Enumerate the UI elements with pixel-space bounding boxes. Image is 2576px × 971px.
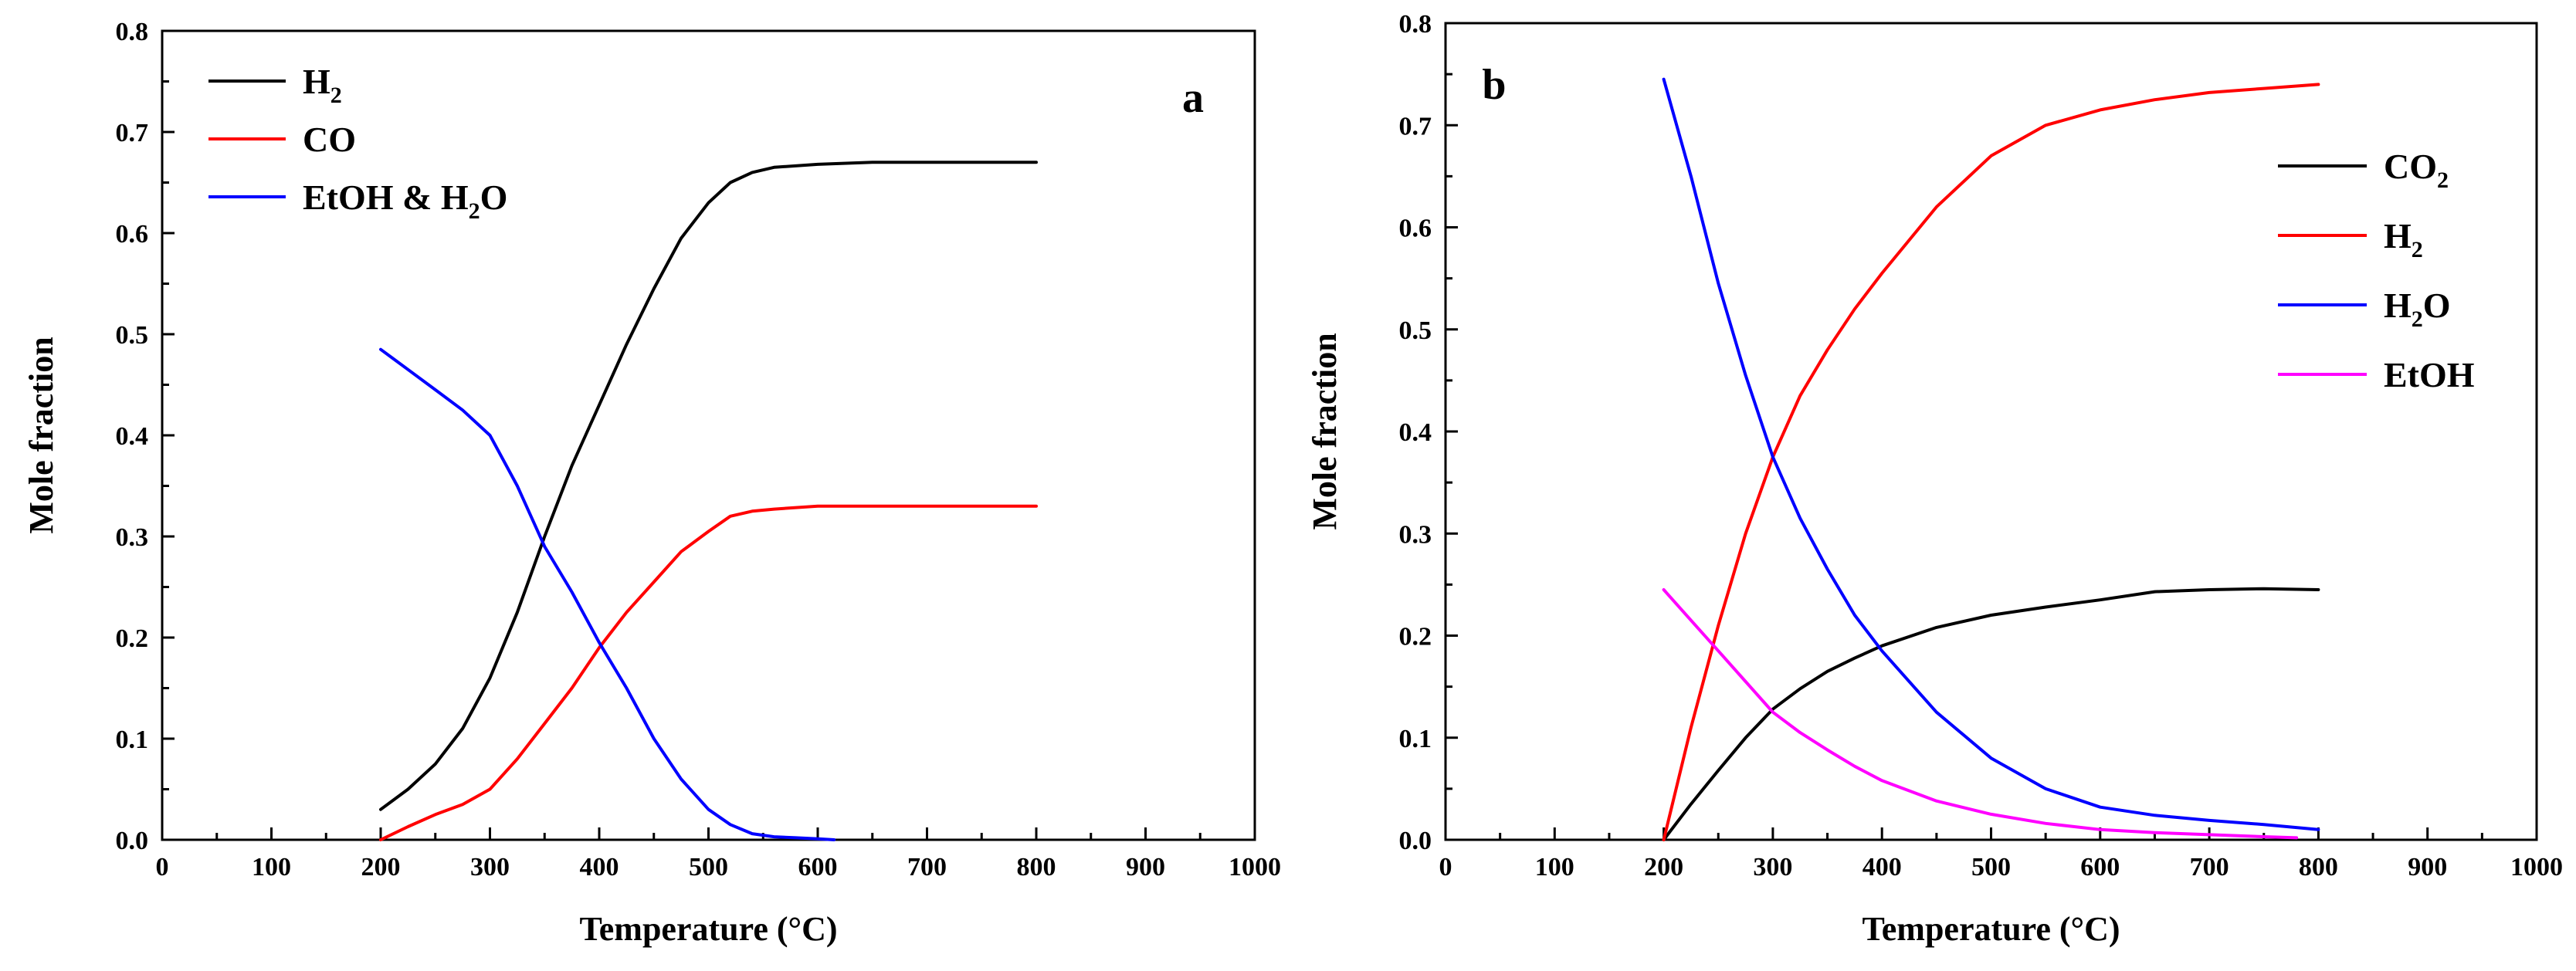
y-axis-label: Mole fraction — [22, 337, 60, 533]
series-line-etoh-h2o — [379, 347, 836, 841]
legend: CO2 H2 H2O EtOH — [2278, 147, 2475, 394]
y-tick-label: 0.6 — [1399, 215, 1432, 243]
x-tick-label: 400 — [1863, 853, 1902, 881]
series-line-co2 — [1662, 587, 2320, 841]
y-tick-label: 0.8 — [116, 18, 149, 46]
legend-label: CO2 — [2384, 147, 2449, 193]
panel-a: 0 100 200 300 400 500 600 700 800 900 1000 0.0 0.1 0.… — [22, 18, 1281, 948]
x-tick-label: 500 — [689, 853, 728, 881]
legend-label: H2 — [303, 62, 342, 108]
y-tick-label: 0.1 — [116, 726, 149, 754]
x-tick-label: 200 — [361, 853, 401, 881]
y-tick-label: 0.4 — [1399, 418, 1432, 447]
panel-tag: a — [1182, 74, 1204, 122]
plot-frame — [1444, 22, 2538, 841]
y-tick-label: 0.3 — [116, 523, 149, 552]
x-tick-label: 700 — [2190, 853, 2229, 881]
series-line-h2 — [1662, 83, 2320, 841]
x-tick-label: 400 — [580, 853, 619, 881]
legend-label: H2 — [2384, 216, 2423, 262]
y-tick-label: 0.4 — [116, 422, 149, 451]
y-tick-label: 0.5 — [1399, 316, 1432, 345]
x-tick-label: 0 — [156, 853, 169, 881]
y-tick-label: 0.7 — [116, 119, 149, 147]
x-tick-label: 500 — [1971, 853, 2011, 881]
x-tick-label: 800 — [2299, 853, 2338, 881]
x-tick-label: 900 — [2408, 853, 2447, 881]
y-tick-label: 0.0 — [1399, 827, 1432, 855]
legend-label: EtOH — [2384, 355, 2475, 394]
x-tick-label: 900 — [1126, 853, 1165, 881]
x-tick-label: 600 — [798, 853, 838, 881]
y-tick-label: 0.8 — [1399, 10, 1432, 39]
x-tick-label: 300 — [1753, 853, 1792, 881]
series-line-etoh — [1662, 588, 2299, 840]
y-tick-label: 0.2 — [1399, 623, 1432, 651]
x-axis-label: Temperature (°C) — [579, 910, 837, 948]
series-line-h2 — [379, 161, 1038, 811]
legend-label: H2O — [2384, 286, 2451, 332]
x-axis-label: Temperature (°C) — [1862, 910, 2120, 948]
x-tick-label: 0 — [1439, 853, 1452, 881]
series-line-co — [379, 504, 1038, 841]
y-tick-label: 0.5 — [116, 321, 149, 350]
x-tick-label: 100 — [252, 853, 291, 881]
series-line-h2o — [1662, 77, 2320, 831]
x-tick-label: 200 — [1644, 853, 1683, 881]
y-tick-label: 0.6 — [116, 220, 149, 249]
x-tick-label: 300 — [470, 853, 510, 881]
panel-tag: b — [1482, 61, 1506, 109]
x-tick-label: 800 — [1017, 853, 1056, 881]
x-tick-label: 1000 — [2510, 853, 2563, 881]
x-tick-label: 1000 — [1229, 853, 1281, 881]
legend-label: CO — [303, 120, 356, 159]
x-tick-label: 700 — [907, 853, 947, 881]
y-tick-label: 0.1 — [1399, 725, 1432, 753]
panel-b: 0 100 200 300 400 500 600 700 800 900 1000 0.0 0.1 0.… — [1306, 10, 2563, 948]
y-tick-label: 0.7 — [1399, 112, 1432, 140]
legend-label: EtOH & H2O — [303, 178, 507, 224]
y-axis-label: Mole fraction — [1306, 333, 1344, 529]
x-tick-label: 600 — [2080, 853, 2120, 881]
y-tick-label: 0.0 — [116, 827, 149, 855]
legend: H2 CO EtOH & H2O — [208, 62, 507, 224]
x-tick-label: 100 — [1535, 853, 1574, 881]
y-tick-label: 0.3 — [1399, 520, 1432, 549]
y-tick-label: 0.2 — [116, 624, 149, 653]
